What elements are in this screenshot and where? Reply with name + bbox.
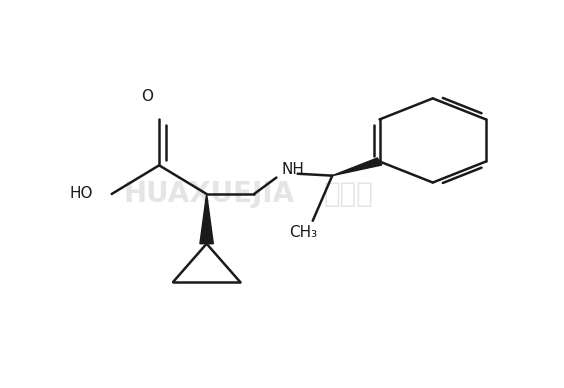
Polygon shape [332, 158, 382, 176]
Text: HUAXUEJIA: HUAXUEJIA [124, 180, 295, 208]
Text: CH₃: CH₃ [289, 225, 318, 240]
Text: HO: HO [69, 187, 92, 201]
Text: NH: NH [282, 162, 305, 177]
Text: 化学加: 化学加 [324, 180, 374, 208]
Text: O: O [141, 89, 153, 104]
Polygon shape [200, 194, 213, 244]
